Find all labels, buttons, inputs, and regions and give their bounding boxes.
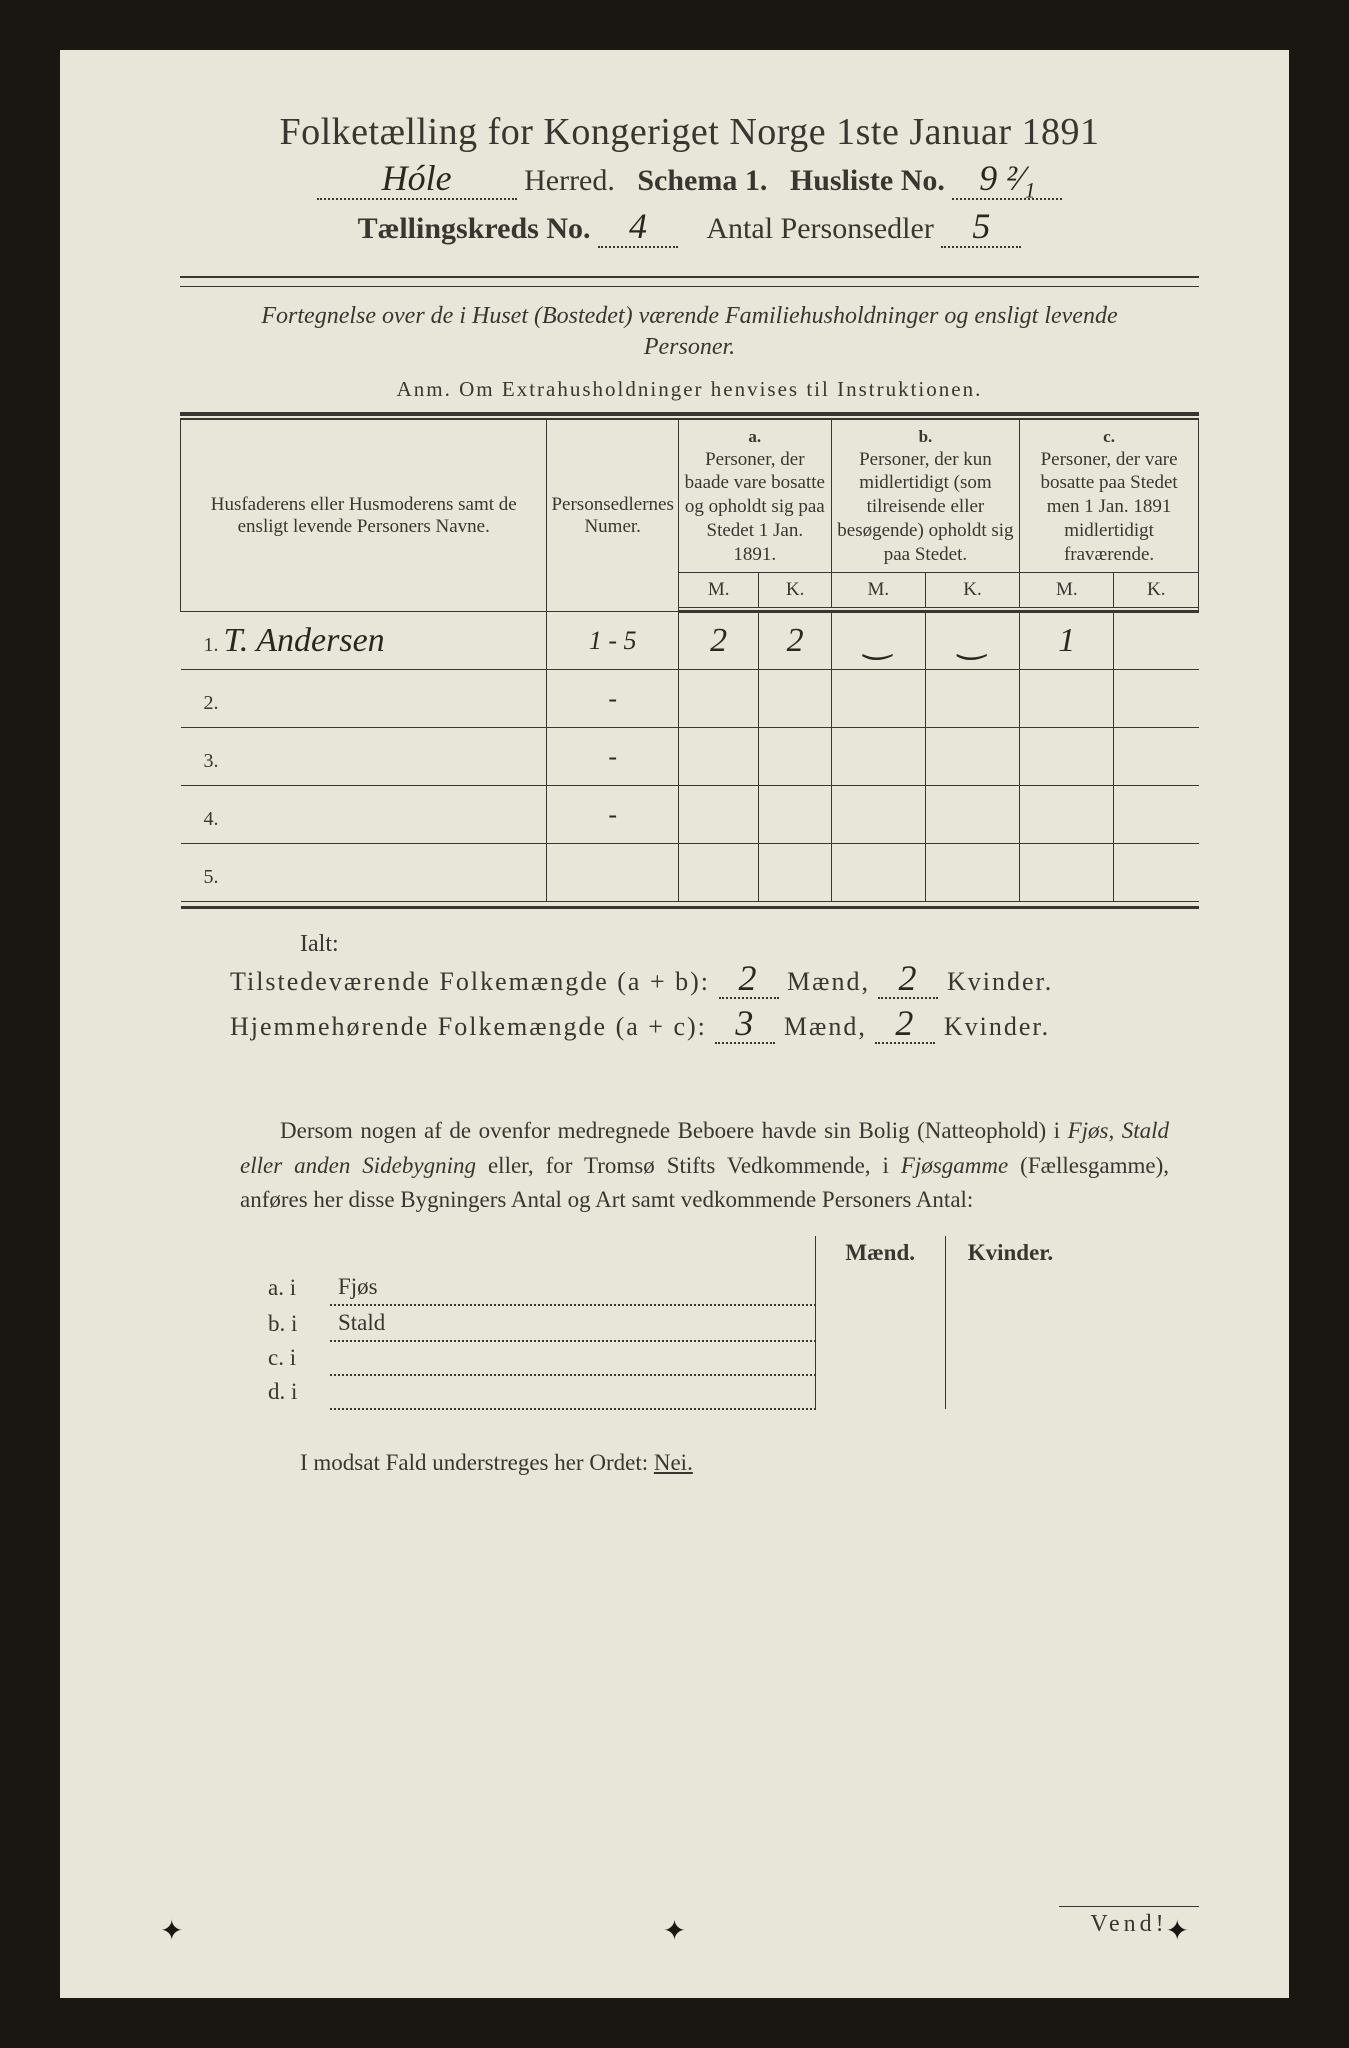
schema-label: Schema 1.	[637, 164, 767, 197]
col-a-k: K.	[759, 573, 831, 608]
divider	[180, 286, 1199, 287]
col-header-b: b. Personer, der kun midlertidigt (som t…	[831, 420, 1019, 573]
col-header-c: c. Personer, der vare bosatte paa Stedet…	[1020, 420, 1199, 573]
side-building-paragraph: Dersom nogen af de ovenfor medregnede Be…	[240, 1114, 1169, 1218]
side-building-table: Mænd. Kvinder. a. iFjøsb. iStaldc. id. i	[260, 1236, 1075, 1410]
header-line-2: Hóle Herred. Schema 1. Husliste No. 9 ²⁄…	[180, 164, 1199, 200]
husliste-label: Husliste No.	[790, 164, 945, 197]
corner-mark-icon: ✦	[663, 1914, 686, 1948]
herred-label: Herred.	[524, 164, 615, 197]
table-row: 3. -	[181, 728, 1199, 786]
herred-value: Hóle	[382, 158, 452, 198]
page-title: Folketælling for Kongeriget Norge 1ste J…	[180, 110, 1199, 154]
divider	[180, 276, 1199, 278]
table-row: 2. -	[181, 670, 1199, 728]
col-header-numer: Personsedlernes Numer.	[547, 420, 678, 612]
col-c-m: M.	[1020, 573, 1114, 608]
modsat-line: I modsat Fald understreges her Ordet: Ne…	[300, 1450, 1199, 1476]
header-line-3: Tællingskreds No. 4 Antal Personsedler 5	[180, 212, 1199, 248]
nei-word: Nei.	[654, 1450, 693, 1475]
personsedler-label: Antal Personsedler	[706, 212, 933, 245]
col-b-m: M.	[831, 573, 925, 608]
table-row: 5.	[181, 844, 1199, 902]
side-col-kvinder: Kvinder.	[945, 1236, 1075, 1270]
table-row: 4. -	[181, 786, 1199, 844]
side-table-row: c. i	[260, 1341, 1075, 1375]
summary-line-1: Tilstedeværende Folkemængde (a + b): 2 M…	[230, 964, 1199, 999]
summary-line-2: Hjemmehørende Folkemængde (a + c): 3 Mæn…	[230, 1009, 1199, 1044]
annotation-text: Anm. Om Extrahusholdninger henvises til …	[180, 377, 1199, 402]
side-table-row: a. iFjøs	[260, 1270, 1075, 1305]
description-text: Fortegnelse over de i Huset (Bostedet) v…	[240, 301, 1139, 363]
table-row: 1. T. Andersen1 - 522‿‿1	[181, 612, 1199, 670]
side-table-row: d. i	[260, 1375, 1075, 1409]
husliste-value: 9 ²⁄₁	[979, 158, 1035, 198]
side-table-row: b. iStald	[260, 1305, 1075, 1341]
ialt-label: Ialt:	[300, 931, 1199, 958]
kreds-value: 4	[629, 206, 647, 246]
corner-mark-icon: ✦	[160, 1914, 183, 1948]
census-table: Husfaderens eller Husmoderens samt de en…	[180, 419, 1199, 909]
col-a-m: M.	[678, 573, 759, 608]
personsedler-value: 5	[972, 206, 990, 246]
col-header-a: a. Personer, der baade vare bosatte og o…	[678, 420, 831, 573]
col-b-k: K.	[925, 573, 1019, 608]
corner-mark-icon: ✦	[1166, 1914, 1189, 1948]
col-header-name: Husfaderens eller Husmoderens samt de en…	[181, 420, 547, 612]
table-top-rule	[180, 412, 1199, 419]
document-page: Folketælling for Kongeriget Norge 1ste J…	[60, 50, 1289, 1998]
col-c-k: K.	[1114, 573, 1199, 608]
side-col-maend: Mænd.	[815, 1236, 945, 1270]
kreds-label: Tællingskreds No.	[358, 212, 591, 245]
